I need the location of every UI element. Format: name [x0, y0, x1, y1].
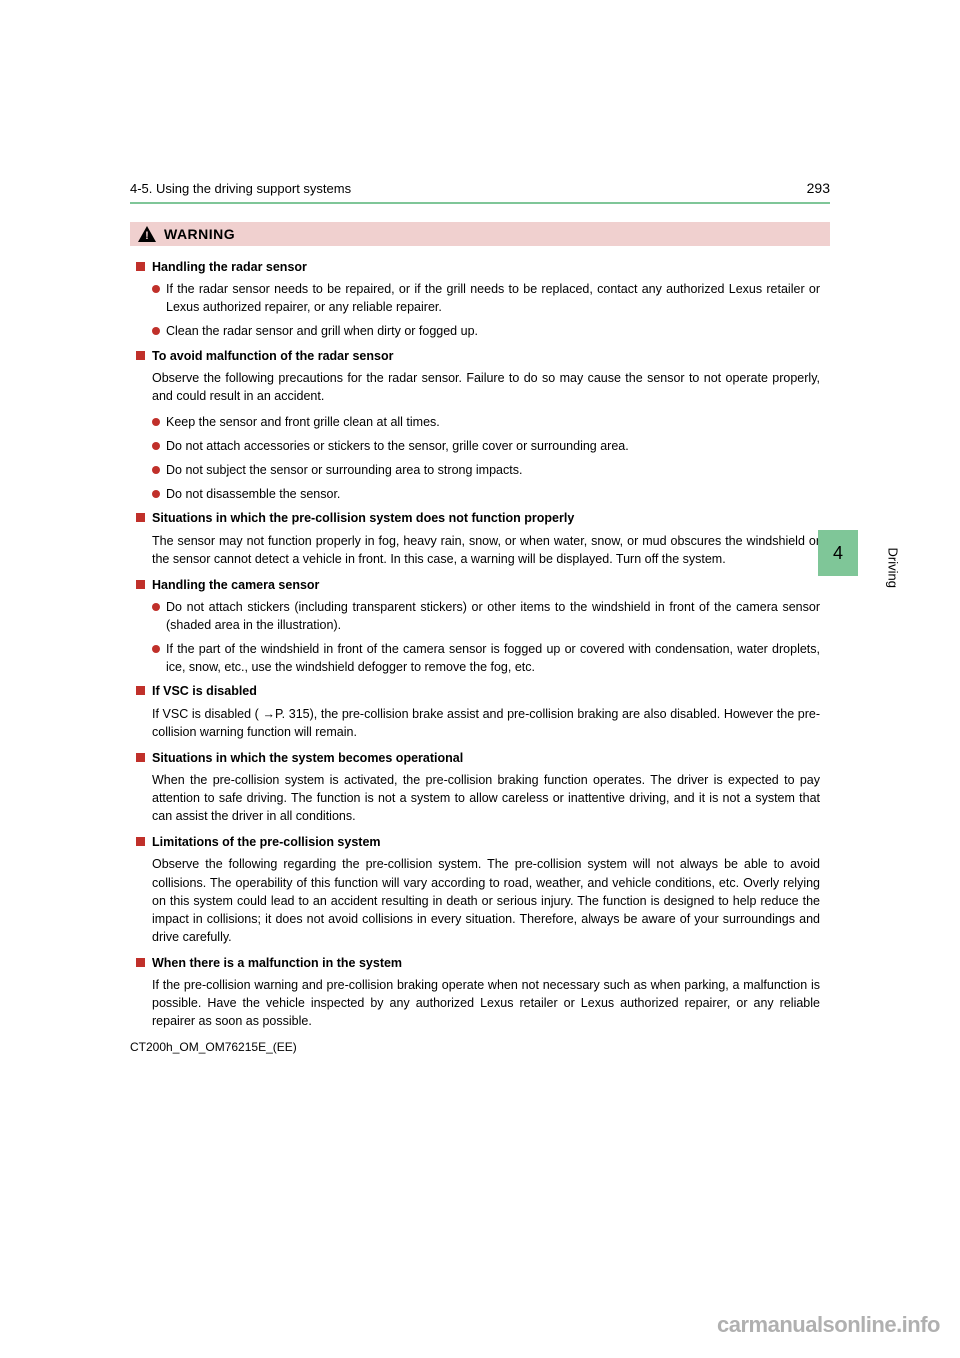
bullet-item: Do not attach accessories or stickers to…: [134, 437, 820, 455]
bullet-item: Do not subject the sensor or surrounding…: [134, 461, 820, 479]
section-body: Observe the following regarding the pre-…: [134, 855, 820, 946]
watermark: carmanualsonline.info: [717, 1312, 940, 1338]
section-path: 4-5. Using the driving support systems: [130, 181, 351, 196]
bullet-item: Clean the radar sensor and grill when di…: [134, 322, 820, 340]
svg-text:!: !: [145, 230, 149, 242]
bullet-item: Do not disassemble the sensor.: [134, 485, 820, 503]
page-number: 293: [807, 180, 830, 196]
section-heading: Handling the camera sensor: [134, 576, 820, 594]
bullet-item: Keep the sensor and front grille clean a…: [134, 413, 820, 431]
section-heading: To avoid malfunction of the radar sensor: [134, 347, 820, 365]
section-body: The sensor may not function properly in …: [134, 532, 820, 568]
chapter-number: 4: [833, 543, 843, 564]
bullet-item: If the part of the windshield in front o…: [134, 640, 820, 676]
bullet-item: If the radar sensor needs to be repaired…: [134, 280, 820, 316]
chapter-label: Driving: [885, 548, 900, 588]
warning-label: WARNING: [164, 226, 235, 242]
section-body: If VSC is disabled ( →P. 315), the pre-c…: [134, 705, 820, 741]
page-header: 4-5. Using the driving support systems 2…: [130, 180, 830, 196]
manual-code: CT200h_OM_OM76215E_(EE): [130, 1040, 297, 1054]
section-body: Observe the following precautions for th…: [134, 369, 820, 405]
warning-banner: ! WARNING: [130, 222, 830, 246]
section-heading: If VSC is disabled: [134, 682, 820, 700]
chapter-tab: 4: [818, 530, 858, 576]
section-body: When the pre-collision system is activat…: [134, 771, 820, 825]
section-heading: Situations in which the pre-collision sy…: [134, 509, 820, 527]
warning-content: Handling the radar sensor If the radar s…: [130, 258, 830, 1031]
warning-icon: !: [138, 226, 156, 242]
section-body: If the pre-collision warning and pre-col…: [134, 976, 820, 1030]
section-heading: Situations in which the system becomes o…: [134, 749, 820, 767]
bullet-item: Do not attach stickers (including transp…: [134, 598, 820, 634]
page-content: 4-5. Using the driving support systems 2…: [130, 180, 830, 1039]
section-heading: Limitations of the pre-collision system: [134, 833, 820, 851]
section-heading: When there is a malfunction in the syste…: [134, 954, 820, 972]
section-heading: Handling the radar sensor: [134, 258, 820, 276]
header-rule: [130, 202, 830, 204]
